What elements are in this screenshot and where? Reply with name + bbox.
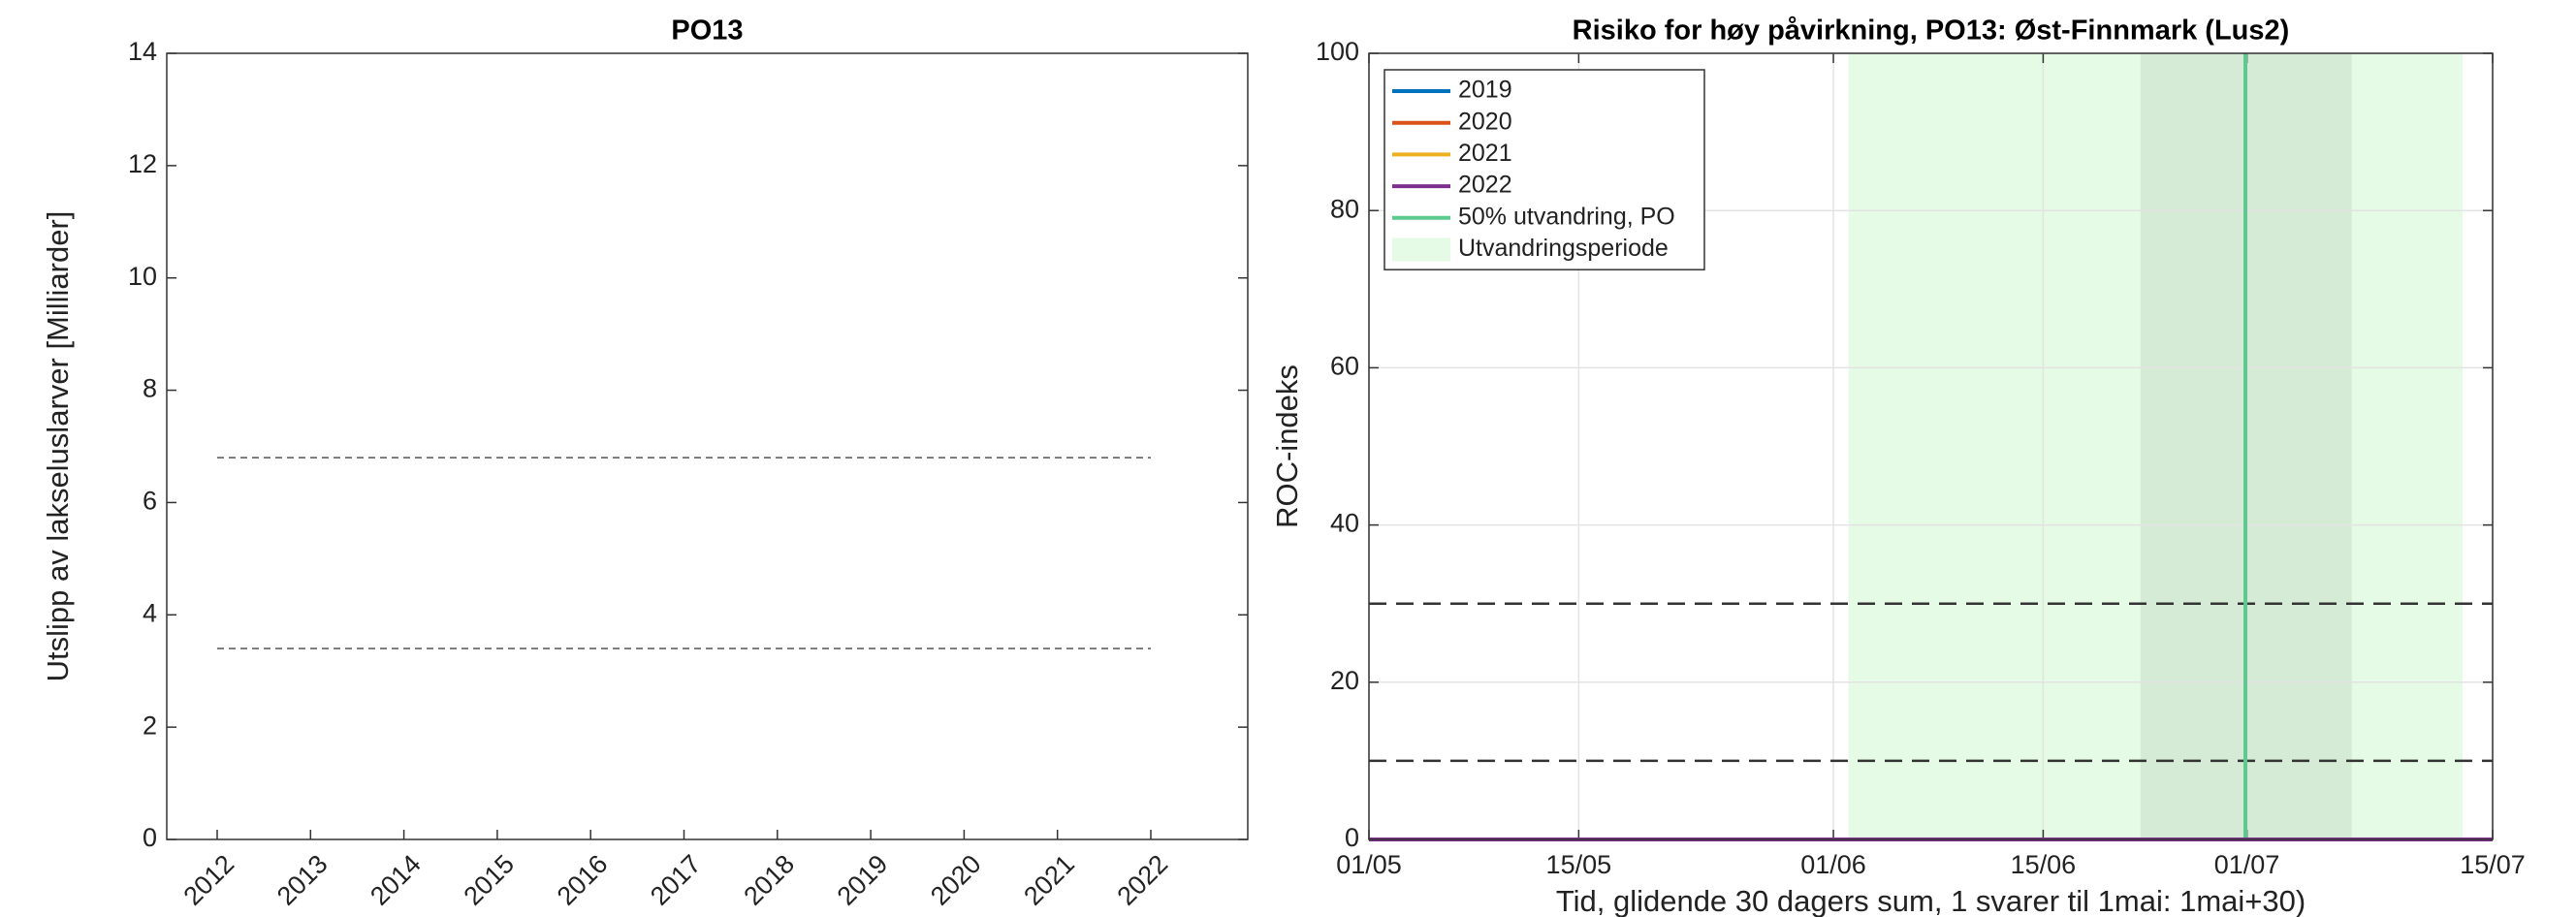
x-tick-label: 01/05 bbox=[1336, 850, 1402, 879]
chart-title: PO13 bbox=[671, 16, 743, 47]
legend-label: Utvandringsperiode bbox=[1458, 235, 1669, 262]
y-tick-label: 60 bbox=[1330, 352, 1359, 381]
y-tick-label: 2 bbox=[143, 711, 157, 740]
x-tick-label: 2014 bbox=[365, 849, 427, 911]
legend-label: 2022 bbox=[1458, 172, 1512, 199]
x-tick-label: 2018 bbox=[738, 849, 800, 911]
legend-swatch bbox=[1392, 237, 1450, 262]
x-tick-label: 15/06 bbox=[2011, 850, 2077, 879]
x-tick-label: 2016 bbox=[552, 849, 614, 911]
x-tick-label: 2019 bbox=[832, 849, 894, 911]
y-tick-label: 12 bbox=[128, 149, 157, 178]
y-axis-label: Utslipp av lakseluslarver [Milliarder] bbox=[41, 211, 75, 682]
axes-box bbox=[1368, 52, 2494, 840]
x-axis-label: Tid, glidende 30 dagers sum, 1 svarer ti… bbox=[1556, 884, 2306, 917]
y-axis-label: ROC-indeks bbox=[1270, 364, 1304, 528]
legend-box bbox=[1383, 69, 1705, 270]
y-tick-label: 14 bbox=[128, 37, 157, 66]
y-tick-label: 0 bbox=[1345, 823, 1359, 852]
legend-label: 2020 bbox=[1458, 108, 1512, 135]
legend-label: 2019 bbox=[1458, 77, 1512, 104]
y-tick-label: 0 bbox=[143, 823, 157, 852]
y-tick-label: 4 bbox=[143, 598, 157, 627]
y-tick-label: 8 bbox=[143, 374, 157, 403]
y-tick-label: 80 bbox=[1330, 194, 1359, 223]
x-tick-label: 2020 bbox=[925, 849, 987, 911]
x-tick-label: 2021 bbox=[1018, 849, 1080, 911]
y-tick-label: 100 bbox=[1316, 37, 1359, 66]
x-tick-label: 01/07 bbox=[2214, 850, 2280, 879]
axes-box bbox=[166, 52, 1249, 840]
y-tick-label: 6 bbox=[143, 487, 157, 516]
x-tick-label: 15/07 bbox=[2460, 850, 2526, 879]
x-tick-label: 2013 bbox=[271, 849, 334, 911]
chart-title: Risiko for høy påvirkning, PO13: Øst-Fin… bbox=[1573, 16, 2290, 47]
y-tick-label: 40 bbox=[1330, 509, 1359, 538]
legend-label: 2021 bbox=[1458, 140, 1512, 167]
x-tick-label: 2022 bbox=[1112, 849, 1174, 911]
x-tick-label: 2015 bbox=[458, 849, 520, 911]
y-tick-label: 20 bbox=[1330, 666, 1359, 695]
y-tick-label: 10 bbox=[128, 262, 157, 291]
x-tick-label: 15/05 bbox=[1546, 850, 1612, 879]
x-tick-label: 2012 bbox=[178, 849, 240, 911]
legend-label: 50% utvandring, PO bbox=[1458, 203, 1675, 230]
x-tick-label: 2017 bbox=[645, 849, 707, 911]
x-tick-label: 01/06 bbox=[1800, 850, 1866, 879]
